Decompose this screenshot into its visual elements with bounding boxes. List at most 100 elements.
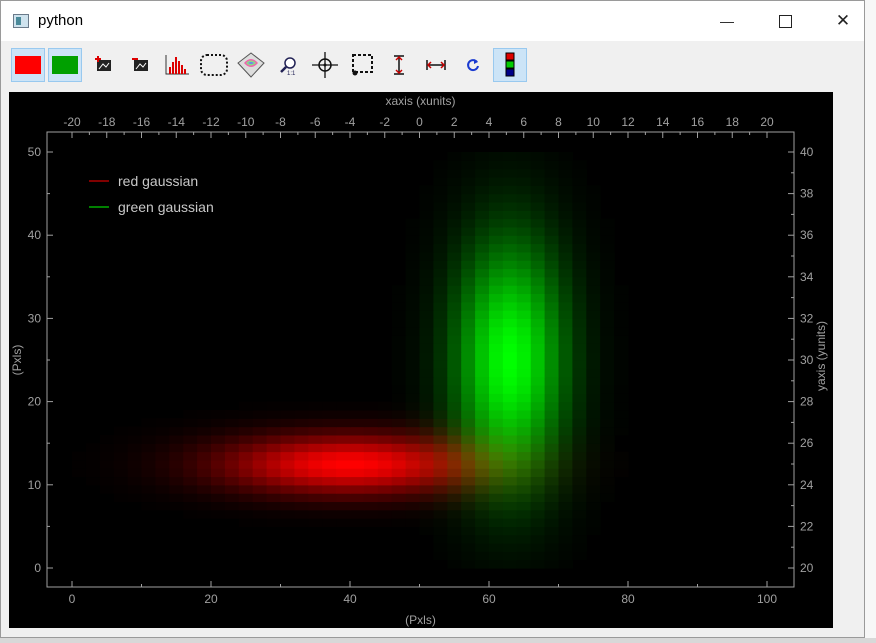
heatmap-cell (572, 393, 587, 403)
heatmap-cell (544, 376, 560, 386)
heatmap-cell (489, 276, 504, 286)
heatmap-cell (614, 318, 629, 328)
svg-text:1:1: 1:1 (287, 71, 296, 76)
heatmap-cell (252, 493, 268, 503)
heatmap-cell (530, 526, 546, 536)
heatmap-cell (558, 459, 573, 469)
vertical-range-button[interactable] (382, 48, 416, 82)
heatmap-cell (558, 160, 573, 170)
heatmap-cell (544, 418, 560, 428)
heatmap-cell (433, 310, 448, 319)
heatmap-cell (461, 285, 476, 295)
heatmap-cell (211, 426, 226, 436)
heatmap-cell (544, 285, 560, 295)
minimize-button[interactable]: — (698, 1, 756, 41)
heatmap-cell (419, 268, 434, 278)
surface-3d-button[interactable] (234, 48, 268, 82)
heatmap-cell (419, 493, 434, 503)
histogram-button[interactable] (160, 48, 194, 82)
heatmap-cell (600, 459, 615, 469)
heatmap-cell (614, 360, 629, 369)
heatmap-cell (530, 301, 546, 311)
heatmap-cell (322, 509, 337, 519)
roi-button[interactable] (197, 48, 231, 82)
heatmap-cell (224, 443, 240, 453)
refresh-button[interactable] (456, 48, 490, 82)
zoom-11-button[interactable]: 1:1 (271, 48, 305, 82)
heatmap-cell (447, 351, 462, 361)
heatmap-cell (502, 493, 518, 503)
heatmap-cell (308, 451, 323, 461)
heatmap-cell (224, 434, 240, 444)
heatmap-cell (433, 243, 448, 253)
heatmap-cell (544, 526, 560, 536)
zoom-select-button[interactable] (345, 48, 379, 82)
heatmap-cell (558, 434, 573, 444)
heatmap-cell (433, 543, 448, 552)
heatmap-cell (558, 484, 573, 494)
crosshair-button[interactable] (308, 48, 342, 82)
heatmap-cell (614, 393, 629, 403)
heatmap-cell (377, 434, 393, 444)
heatmap-cell (294, 468, 309, 478)
heatmap-cell (391, 451, 407, 461)
title-bar[interactable]: python — ✕ (1, 1, 864, 41)
heatmap-cell (405, 301, 421, 311)
heatmap-cell (238, 418, 254, 428)
toolbar: 1:1 (1, 41, 864, 89)
heatmap-cell (183, 509, 198, 519)
maximize-button[interactable] (756, 1, 814, 41)
colormap-button[interactable] (493, 48, 527, 82)
heatmap-cell (475, 268, 490, 278)
heatmap-cell (614, 368, 629, 378)
plot-area[interactable]: -20 -18 -16 -14 -12 -10 -8 -6 -4 -2 0 2 4 6 8 10 12 14 16 1… (9, 92, 833, 628)
heatmap-cell (475, 176, 490, 186)
right-tick-label: 36 (800, 228, 814, 242)
heatmap-cell (502, 160, 518, 170)
heatmap-cell (461, 518, 476, 527)
heatmap-cell (238, 493, 254, 503)
heatmap-cell (433, 526, 448, 536)
heatmap-cell (530, 493, 546, 503)
heatmap-cell (224, 418, 240, 428)
heatmap-cell (405, 351, 421, 361)
heatmap-cell (350, 493, 365, 503)
left-tick-label: 20 (28, 395, 42, 409)
heatmap-cell (419, 276, 434, 286)
heatmap-cell (461, 426, 476, 436)
heatmap-cell (405, 293, 421, 303)
heatmap-cell (502, 293, 518, 303)
close-button[interactable]: ✕ (814, 1, 872, 41)
heatmap-cell (600, 409, 615, 419)
heatmap-cell (586, 451, 601, 461)
heatmap-cell (197, 509, 212, 519)
heatmap-cell (447, 559, 462, 569)
heatmap-cell (572, 168, 587, 178)
heatmap-cell (433, 226, 448, 236)
heatmap-cell (530, 459, 546, 469)
heatmap-cell (169, 426, 184, 436)
red-color-button[interactable] (11, 48, 45, 82)
image-remove-button[interactable] (123, 48, 157, 82)
green-color-button[interactable] (48, 48, 82, 82)
heatmap-cell (447, 176, 462, 186)
heatmap-cell (586, 368, 601, 378)
heatmap-cell (516, 551, 532, 561)
top-tick-label: 10 (587, 115, 601, 129)
heatmap-cell (586, 443, 601, 453)
heatmap-cell (544, 310, 560, 319)
heatmap-cell (600, 376, 615, 386)
heatmap-plot[interactable]: -20 -18 -16 -14 -12 -10 -8 -6 -4 -2 0 2 4 6 8 10 12 14 16 1… (9, 92, 833, 628)
horizontal-range-button[interactable] (419, 48, 453, 82)
top-tick-label: 14 (656, 115, 670, 129)
image-add-button[interactable] (86, 48, 120, 82)
heatmap-cell (586, 384, 601, 394)
heatmap-cell (530, 376, 546, 386)
heatmap-cell (183, 501, 198, 511)
heatmap-cell (600, 351, 615, 361)
heatmap-cell (405, 476, 421, 486)
heatmap-cell (308, 493, 323, 503)
heatmap-cell (419, 260, 434, 270)
heatmap-cell (433, 235, 448, 245)
heatmap-cell (558, 285, 573, 295)
